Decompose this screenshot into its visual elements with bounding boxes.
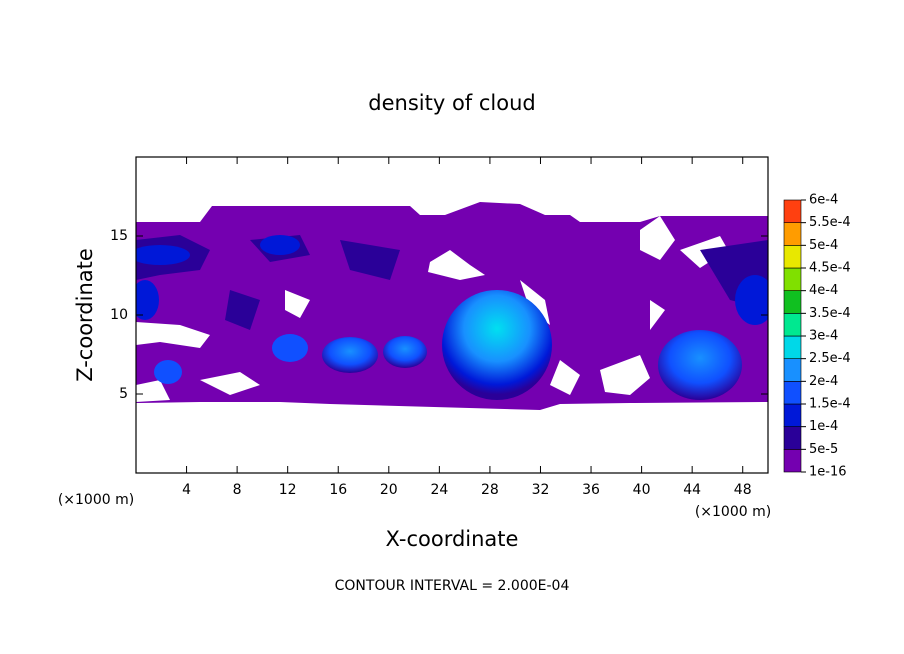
y-tick-label: 10 (110, 307, 128, 323)
cloud-core (658, 330, 742, 400)
x-tick-label: 40 (633, 482, 651, 498)
x-tick-label: 44 (683, 482, 701, 498)
cloud-core (136, 245, 190, 265)
x-axis-label: X-coordinate (386, 527, 519, 551)
colorbar-label: 5.5e-4 (809, 215, 851, 230)
x-tick-label: 48 (734, 482, 752, 498)
colorbar-cell (783, 381, 802, 405)
colorbar-label: 2.5e-4 (809, 351, 851, 366)
colorbar-label: 6e-4 (809, 193, 838, 208)
colorbar-cell (783, 290, 802, 314)
colorbar-label: 4.5e-4 (809, 261, 851, 276)
colorbar-label: 5e-4 (809, 238, 838, 253)
colorbar-cell (783, 245, 802, 269)
colorbar-cell (783, 267, 802, 291)
x-tick-label: 28 (481, 482, 499, 498)
colorbar-label: 3e-4 (809, 329, 838, 344)
cloud-gap (136, 216, 728, 402)
cloud-core (260, 235, 300, 255)
y-unit-label: (×1000 m) (58, 492, 134, 508)
x-tick-label: 20 (380, 482, 398, 498)
colorbar-label: 1e-4 (809, 419, 838, 434)
cloud-core (322, 337, 378, 373)
chart-title: density of cloud (368, 91, 535, 115)
x-tick-label: 32 (532, 482, 550, 498)
y-tick-label: 15 (110, 228, 128, 244)
colorbar-label: 2e-4 (809, 374, 838, 389)
colorbar-label: 1.5e-4 (809, 397, 851, 412)
colorbar-cell (783, 403, 802, 427)
colorbar-cell (783, 426, 802, 450)
colorbar-cell (783, 222, 802, 246)
x-tick-label: 12 (279, 482, 297, 498)
y-axis-label: Z-coordinate (73, 248, 97, 382)
colorbar-cell (783, 449, 802, 473)
colorbar-label: 5e-5 (809, 442, 838, 457)
cloud-core (442, 290, 552, 400)
colorbar-cell (783, 358, 802, 382)
x-tick-label: 36 (582, 482, 600, 498)
colorbar-label: 3.5e-4 (809, 306, 851, 321)
x-tick-label: 16 (329, 482, 347, 498)
cloud-core (154, 360, 182, 384)
colorbar-cell (783, 335, 802, 359)
x-tick-label: 8 (233, 482, 242, 498)
contour-field (136, 202, 768, 410)
x-tick-label: 24 (430, 482, 448, 498)
colorbar-cell (783, 313, 802, 337)
cloud-core (735, 275, 768, 325)
colorbar-label: 1e-16 (809, 465, 847, 480)
y-tick-label: 5 (119, 386, 128, 402)
cloud-core (272, 334, 308, 362)
cloud-core (383, 336, 427, 368)
colorbar-label: 4e-4 (809, 283, 838, 298)
cloud-core (136, 280, 159, 320)
annotation: CONTOUR INTERVAL = 2.000E-04 (335, 578, 570, 594)
x-tick-label: 4 (182, 482, 191, 498)
colorbar-cell (783, 199, 802, 223)
x-unit-label: (×1000 m) (695, 504, 771, 520)
